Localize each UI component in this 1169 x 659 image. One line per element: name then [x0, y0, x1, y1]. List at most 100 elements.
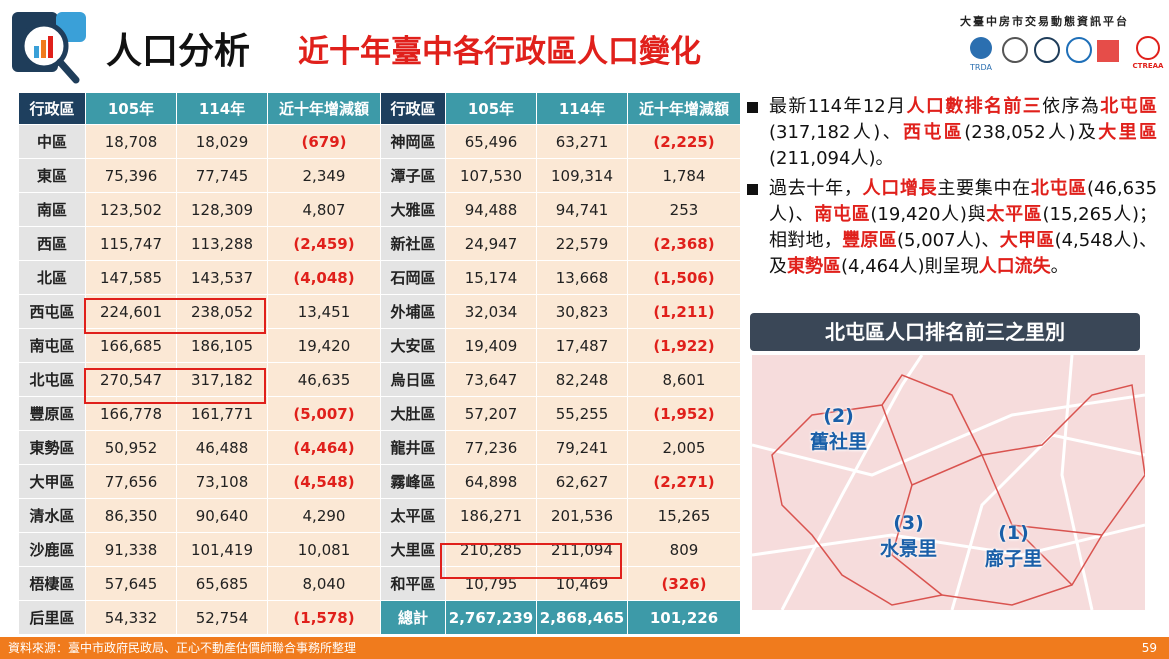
number-cell: 4,807 [267, 192, 381, 227]
text: 依序為 [1042, 96, 1101, 117]
number-cell: 8,601 [627, 362, 741, 397]
number-cell: 52,754 [176, 600, 268, 635]
text: (46,635人)、 [769, 178, 1158, 225]
number-cell: 30,823 [536, 294, 628, 329]
text: (238,052人)及 [964, 122, 1099, 143]
table-row: 北區 147,585 143,537 (4,048) 石岡區 15,174 13,668 (1… [18, 260, 741, 295]
emphasis: 太平區 [986, 204, 1043, 225]
district-cell: 烏日區 [380, 362, 446, 397]
number-cell: 82,248 [536, 362, 628, 397]
number-cell: (5,007) [267, 396, 381, 431]
source-note: 資料來源：臺中市政府民政局、正心不動產估價師聯合事務所整理 [8, 641, 357, 655]
number-cell: 10,469 [536, 566, 628, 601]
map-label: (1) 廍子里 [985, 522, 1042, 571]
table-row: 清水區 86,350 90,640 4,290 太平區 186,271 201,536 15,… [18, 498, 741, 533]
number-cell: (4,548) [267, 464, 381, 499]
district-cell: 南區 [18, 192, 86, 227]
table-row: 豐原區 166,778 161,771 (5,007) 大肚區 57,207 55,255(… [18, 396, 741, 431]
district-cell: 大雅區 [380, 192, 446, 227]
column-header: 114年 [536, 92, 628, 125]
number-cell: 101,419 [176, 532, 268, 567]
number-cell: 64,898 [445, 464, 537, 499]
number-cell: 55,255 [536, 396, 628, 431]
village-name: 廍子里 [985, 548, 1043, 570]
number-cell: 210,285 [445, 532, 537, 567]
rank: (1) [998, 522, 1029, 544]
table-row: 梧棲區 57,645 65,685 8,040 和平區 10,795 10,469 (326) [18, 566, 741, 601]
number-cell: 54,332 [85, 600, 177, 635]
number-cell: 166,778 [85, 396, 177, 431]
number-cell: (2,271) [627, 464, 741, 499]
district-cell: 神岡區 [380, 124, 446, 159]
number-cell: 4,290 [267, 498, 381, 533]
number-cell: 77,745 [176, 158, 268, 193]
number-cell: 65,496 [445, 124, 537, 159]
number-cell: 2,868,465 [536, 600, 628, 635]
number-cell: 2,767,239 [445, 600, 537, 635]
district-cell: 大安區 [380, 328, 446, 363]
column-header: 近十年增減額 [627, 92, 741, 125]
district-cell: 東勢區 [18, 430, 86, 465]
district-cell: 霧峰區 [380, 464, 446, 499]
district-cell: 龍井區 [380, 430, 446, 465]
number-cell: 809 [627, 532, 741, 567]
number-cell: 19,409 [445, 328, 537, 363]
number-cell: 201,536 [536, 498, 628, 533]
number-cell: 63,271 [536, 124, 628, 159]
number-cell: (4,464) [267, 430, 381, 465]
district-cell: 大肚區 [380, 396, 446, 431]
number-cell: (1,578) [267, 600, 381, 635]
partner-logos: TRDA CTREAA [969, 36, 1164, 72]
emphasis: 豐原區 [842, 230, 897, 251]
logo-label: TRDA [969, 63, 992, 72]
text: 過去十年， [769, 178, 863, 199]
number-cell: 94,488 [445, 192, 537, 227]
number-cell: 24,947 [445, 226, 537, 261]
number-cell: 123,502 [85, 192, 177, 227]
number-cell: (1,922) [627, 328, 741, 363]
column-header: 105年 [445, 92, 537, 125]
district-cell: 東區 [18, 158, 86, 193]
emphasis: 人口增長 [862, 178, 938, 199]
table-row: 大甲區 77,656 73,108 (4,548) 霧峰區 64,898 62,627 (2,… [18, 464, 741, 499]
map-title: 北屯區人口排名前三之里別 [750, 313, 1140, 351]
page-number: 59 [1141, 641, 1157, 655]
table-row: 后里區 54,332 52,754 (1,578) 總計 2,767,239 2,868,4… [18, 600, 741, 635]
number-cell: 147,585 [85, 260, 177, 295]
text: (4,464人)則呈現 [841, 256, 979, 277]
district-cell: 南屯區 [18, 328, 86, 363]
table-row: 東勢區 50,952 46,488 (4,464) 龍井區 77,236 79,241 2,0… [18, 430, 741, 465]
number-cell: (1,952) [627, 396, 741, 431]
emphasis: 人口數排名前三 [906, 96, 1043, 117]
rank: (2) [823, 405, 854, 427]
number-cell: (4,048) [267, 260, 381, 295]
bullet: 過去十年，人口增長主要集中在北屯區(46,635人)、南屯區(19,420人)與… [745, 176, 1157, 280]
number-cell: 15,174 [445, 260, 537, 295]
number-cell: (679) [267, 124, 381, 159]
number-cell: 18,029 [176, 124, 268, 159]
district-cell: 梧棲區 [18, 566, 86, 601]
number-cell: 46,635 [267, 362, 381, 397]
column-header: 行政區 [380, 92, 446, 125]
number-cell: 186,271 [445, 498, 537, 533]
number-cell: (2,225) [627, 124, 741, 159]
district-cell: 新社區 [380, 226, 446, 261]
number-cell: 77,656 [85, 464, 177, 499]
number-cell: 143,537 [176, 260, 268, 295]
number-cell: 10,795 [445, 566, 537, 601]
number-cell: 211,094 [536, 532, 628, 567]
district-cell: 太平區 [380, 498, 446, 533]
number-cell: (1,211) [627, 294, 741, 329]
table-row: 西區 115,747 113,288 (2,459) 新社區 24,947 22,579 (2… [18, 226, 741, 261]
text: (211,094人)。 [769, 148, 894, 169]
number-cell: 32,034 [445, 294, 537, 329]
number-cell: (2,459) [267, 226, 381, 261]
number-cell: 13,451 [267, 294, 381, 329]
number-cell: 109,314 [536, 158, 628, 193]
number-cell: 57,645 [85, 566, 177, 601]
number-cell: (1,506) [627, 260, 741, 295]
number-cell: 22,579 [536, 226, 628, 261]
table-row: 中區 18,708 18,029 (679) 神岡區 65,496 63,271 (2,225… [18, 124, 741, 159]
number-cell: 2,005 [627, 430, 741, 465]
number-cell: 19,420 [267, 328, 381, 363]
